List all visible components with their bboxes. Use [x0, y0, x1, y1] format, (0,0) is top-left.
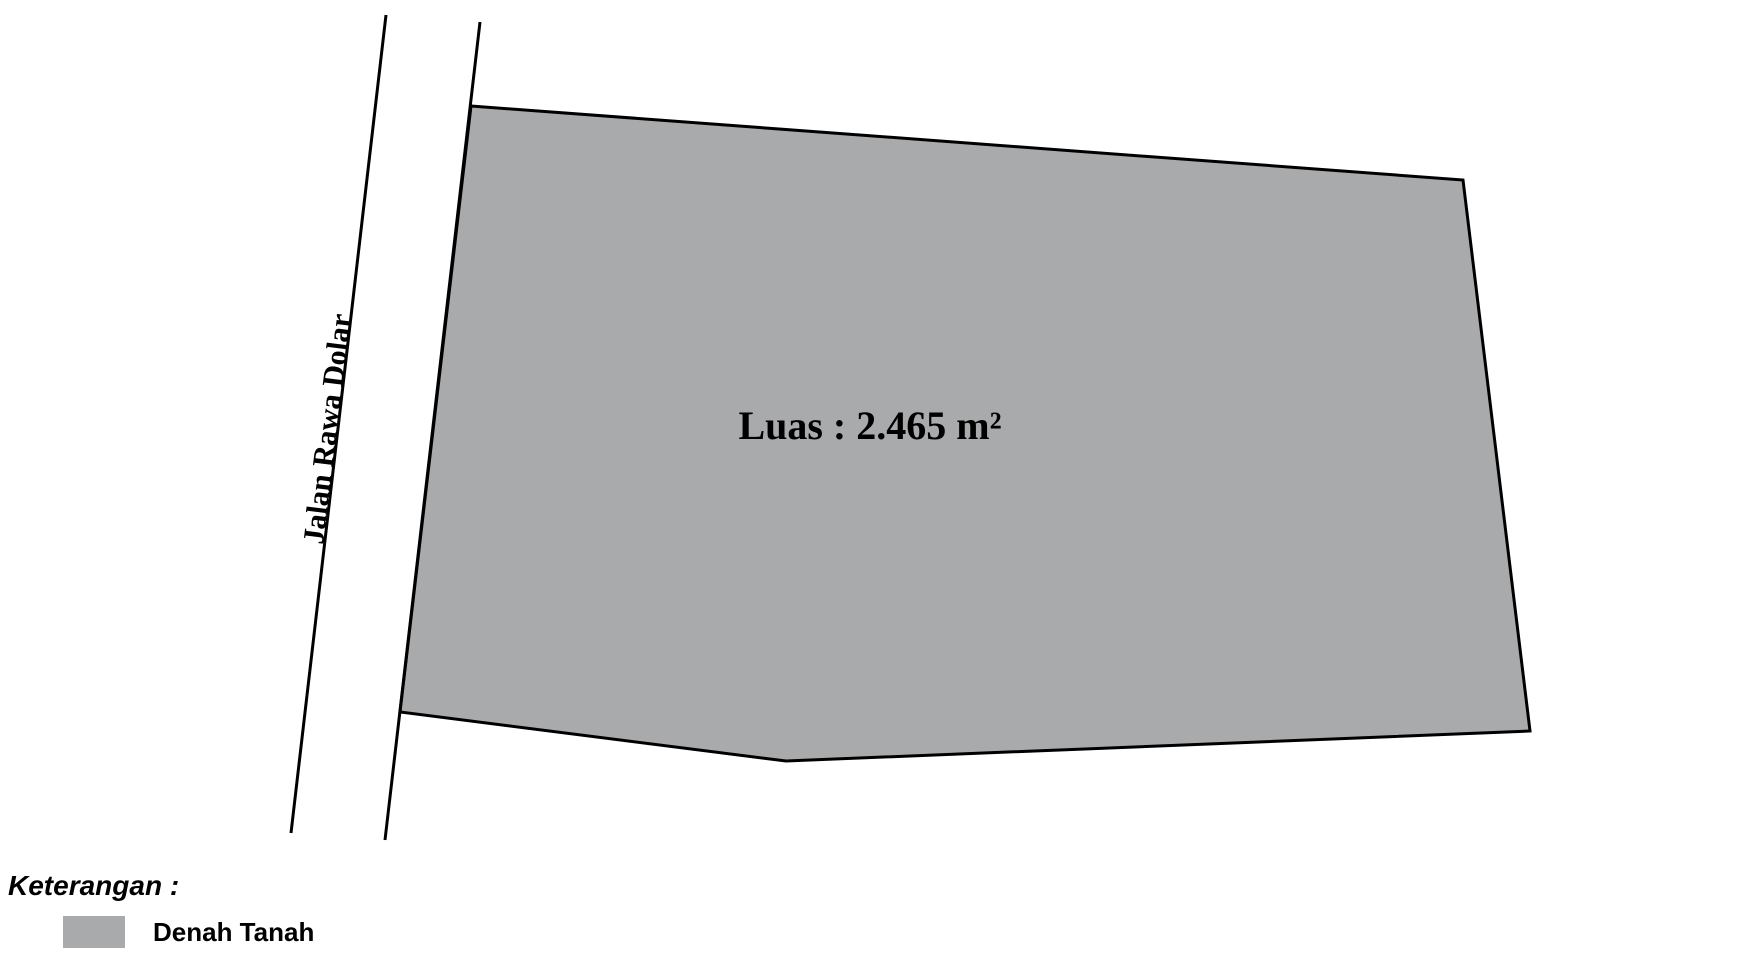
road-name-label: Jalan Rawa Dolar [297, 312, 358, 546]
legend-row-parcel: Denah Tanah [8, 916, 314, 948]
legend-swatch-parcel [63, 916, 125, 948]
legend-title: Keterangan : [8, 870, 314, 902]
parcel-area-label: Luas : 2.465 m² [738, 403, 1001, 448]
site-plan-svg: Jalan Rawa Dolar Luas : 2.465 m² [0, 0, 1740, 979]
legend-item-label: Denah Tanah [153, 917, 314, 948]
legend-block: Keterangan : Denah Tanah [8, 870, 314, 948]
